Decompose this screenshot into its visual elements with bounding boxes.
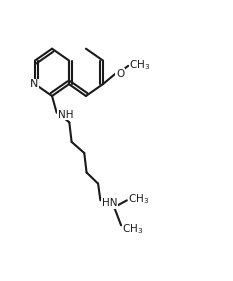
Text: O: O (116, 69, 124, 79)
Text: NH: NH (58, 110, 73, 120)
Text: CH$_3$: CH$_3$ (122, 223, 144, 236)
Text: N: N (30, 79, 38, 89)
Text: CH$_3$: CH$_3$ (129, 58, 151, 72)
Text: HN: HN (102, 198, 117, 208)
Text: CH$_3$: CH$_3$ (127, 192, 149, 206)
